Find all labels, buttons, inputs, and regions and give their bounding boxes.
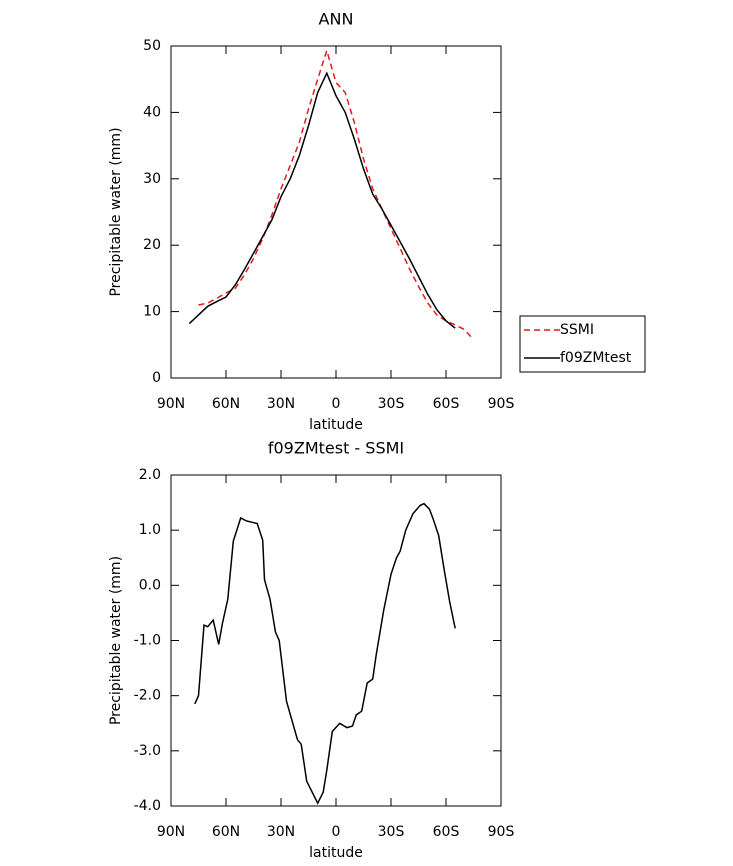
y-tick-label: -1.0 [134, 633, 161, 649]
data-line [194, 502, 456, 805]
x-tick-label: 30N [267, 396, 295, 412]
x-tick-label: 60N [212, 824, 240, 840]
legend-label: f09ZMtest [560, 350, 632, 366]
chart-title: ANN [319, 10, 354, 29]
y-tick-label: 50 [143, 38, 161, 54]
y-tick-label: 10 [143, 304, 161, 320]
x-tick-label: 90N [157, 824, 185, 840]
legend-box [519, 315, 646, 373]
x-tick-label: 30N [267, 824, 295, 840]
x-tick-label: 60N [212, 396, 240, 412]
plot-frame [170, 474, 502, 807]
y-tick-label: 0.0 [139, 577, 161, 593]
y-tick-label: -4.0 [134, 798, 161, 814]
x-tick-label: 30S [378, 396, 405, 412]
y-axis-label: Precipitable water (mm) [108, 556, 124, 725]
x-tick-label: 0 [332, 396, 341, 412]
y-tick-label: 2.0 [139, 467, 161, 483]
y-axis-label: Precipitable water (mm) [108, 127, 124, 296]
y-tick-label: -3.0 [134, 743, 161, 759]
y-tick-label: 0 [152, 370, 161, 386]
x-axis-label: latitude [309, 845, 363, 861]
x-tick-label: 90N [157, 396, 185, 412]
x-tick-label: 0 [332, 824, 341, 840]
x-tick-label: 60S [433, 824, 460, 840]
y-tick-label: 30 [143, 171, 161, 187]
data-line [188, 71, 456, 329]
x-tick-label: 60S [433, 396, 460, 412]
y-tick-label: 1.0 [139, 522, 161, 538]
x-tick-label: 30S [378, 824, 405, 840]
legend-label: SSMI [560, 322, 594, 338]
y-tick-label: 40 [143, 104, 161, 120]
x-tick-label: 90S [488, 824, 515, 840]
data-line [198, 48, 475, 341]
chart-title: f09ZMtest - SSMI [268, 439, 404, 458]
y-tick-label: 20 [143, 237, 161, 253]
x-axis-label: latitude [309, 417, 363, 433]
y-tick-label: -2.0 [134, 688, 161, 704]
x-tick-label: 90S [488, 396, 515, 412]
